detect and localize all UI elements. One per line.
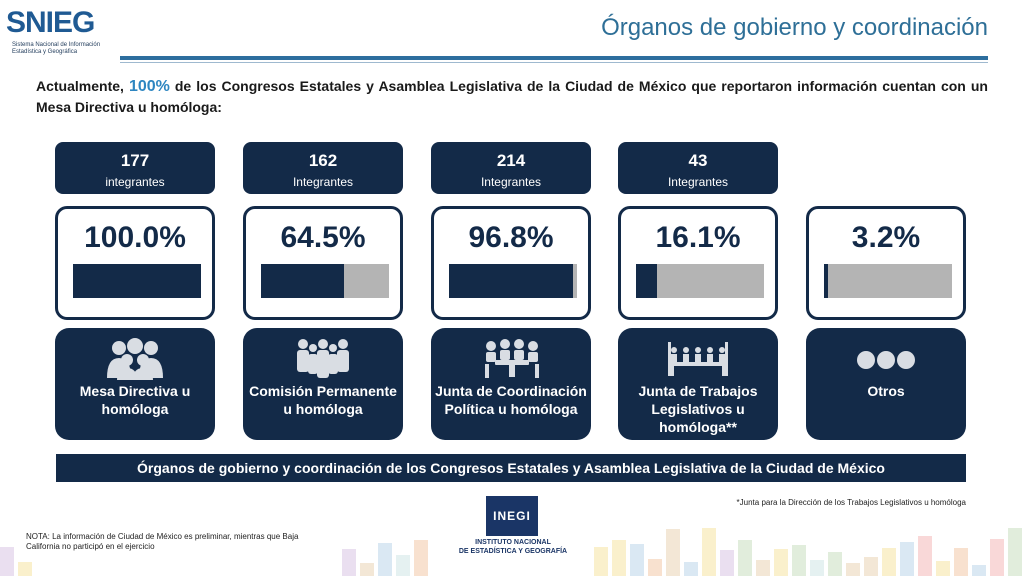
category-box-comision-permanente: Comisión Permanente u homóloga [243, 328, 403, 440]
category-label: Mesa Directiva u homóloga [79, 383, 191, 417]
percent-value: 96.8% [468, 221, 554, 254]
standing-people-icon [297, 339, 349, 378]
title-divider [120, 56, 988, 60]
decorative-block [378, 543, 392, 576]
decorative-block [900, 542, 914, 576]
percent-bar-fill [449, 264, 573, 298]
percent-box-junta-trabajos: 16.1% [618, 206, 778, 320]
percent-box-otros: 3.2% [806, 206, 966, 320]
percent-bar [636, 264, 764, 298]
integrantes-box-mesa-directiva: 177 integrantes [55, 142, 215, 194]
three-dots-icon [857, 351, 915, 369]
percent-value: 16.1% [655, 221, 741, 254]
decorative-block [936, 561, 950, 576]
inegi-line2: DE ESTADÍSTICA Y GEOGRAFÍA [458, 548, 568, 555]
percent-bar-fill [636, 264, 657, 298]
decorative-block [864, 557, 878, 576]
assembly-icon [668, 342, 728, 376]
category-label: Junta de Coordinación Política u homólog… [435, 383, 587, 417]
snieg-logo: SNIEG Sistema Nacional de Información Es… [6, 6, 126, 55]
percent-bar [449, 264, 577, 298]
integrantes-box-junta-coordinacion: 214 Integrantes [431, 142, 591, 194]
category-box-otros: Otros [806, 328, 966, 440]
integrantes-label: Integrantes [292, 175, 354, 189]
percent-value: 100.0% [84, 221, 186, 254]
decorative-bars [0, 522, 1024, 576]
integrantes-label: integrantes [105, 175, 165, 189]
title-divider-thin [120, 62, 988, 63]
decorative-block [774, 549, 788, 576]
footnote: *Junta para la Dirección de los Trabajos… [736, 498, 966, 507]
summary-banner: Órganos de gobierno y coordinación de lo… [56, 454, 966, 482]
logo-word: SNIEG [6, 6, 95, 39]
decorative-block [720, 550, 734, 576]
percent-bar-fill [261, 264, 344, 298]
category-box-junta-trabajos: Junta de Trabajos Legislativos u homólog… [618, 328, 778, 440]
decorative-block [414, 540, 428, 576]
category-box-junta-coordinacion: Junta de Coordinación Política u homólog… [431, 328, 591, 440]
integrantes-box-junta-trabajos: 43 Integrantes [618, 142, 778, 194]
integrantes-count: 214 [496, 151, 526, 170]
inegi-logo: INEGI INSTITUTO NACIONAL DE ESTADÍSTICA … [448, 496, 578, 562]
decorative-block [684, 562, 698, 576]
percent-box-junta-coordinacion: 96.8% [431, 206, 591, 320]
decorative-block [1008, 528, 1022, 576]
decorative-block [918, 536, 932, 576]
decorative-block [846, 563, 860, 576]
decorative-block [972, 565, 986, 576]
decorative-block [810, 560, 824, 576]
decorative-block [0, 547, 14, 576]
percent-bar [824, 264, 952, 298]
integrantes-count: 43 [688, 151, 708, 170]
integrantes-count: 162 [308, 151, 338, 170]
integrantes-box-comision-permanente: 162 Integrantes [243, 142, 403, 194]
decorative-block [666, 529, 680, 576]
inegi-name: INSTITUTO NACIONAL DE ESTADÍSTICA Y GEOG… [448, 538, 578, 556]
inegi-mark: INEGI [486, 496, 538, 536]
intro-highlight: 100% [128, 78, 170, 95]
decorative-block [954, 548, 968, 576]
percent-value: 3.2% [851, 221, 921, 254]
decorative-block [882, 548, 896, 576]
inegi-line1: INSTITUTO NACIONAL [475, 539, 551, 546]
percent-box-mesa-directiva: 100.0% [55, 206, 215, 320]
logo-subtitle: Sistema Nacional de Información Estadíst… [12, 42, 101, 55]
percent-box-comision-permanente: 64.5% [243, 206, 403, 320]
percent-bar-fill [73, 264, 201, 298]
nota-text: NOTA: La información de Ciudad de México… [26, 532, 299, 551]
page-title: Órganos de gobierno y coordinación [601, 14, 988, 41]
decorative-block [360, 563, 374, 576]
percent-bar-fill [824, 264, 829, 298]
decorative-block [612, 540, 626, 576]
decorative-block [738, 540, 752, 576]
category-label: Junta de Trabajos Legislativos u homólog… [638, 383, 758, 435]
percent-bar [261, 264, 389, 298]
integrantes-label: Integrantes [667, 175, 729, 189]
decorative-block [648, 559, 662, 576]
decorative-block [828, 552, 842, 576]
decorative-block [702, 528, 716, 576]
group-people-icon [107, 338, 163, 380]
decorative-block [594, 547, 608, 576]
decorative-block [756, 560, 770, 576]
category-label: Comisión Permanente u homóloga [249, 383, 397, 417]
decorative-block [342, 549, 356, 576]
integrantes-label: Integrantes [480, 175, 542, 189]
intro-after: de los Congresos Estatales y Asamblea Le… [36, 78, 988, 115]
meeting-table-icon [485, 339, 539, 378]
decorative-block [990, 539, 1004, 576]
percent-value: 64.5% [280, 221, 366, 254]
category-label: Otros [867, 383, 905, 399]
category-box-mesa-directiva: Mesa Directiva u homóloga [55, 328, 215, 440]
intro-text: Actualmente, 100% de los Congresos Estat… [36, 76, 988, 117]
decorative-block [18, 562, 32, 576]
decorative-block [396, 555, 410, 576]
integrantes-count: 177 [120, 151, 150, 170]
percent-bar [73, 264, 201, 298]
decorative-block [792, 545, 806, 576]
decorative-block [630, 544, 644, 576]
intro-before: Actualmente, [36, 78, 129, 94]
